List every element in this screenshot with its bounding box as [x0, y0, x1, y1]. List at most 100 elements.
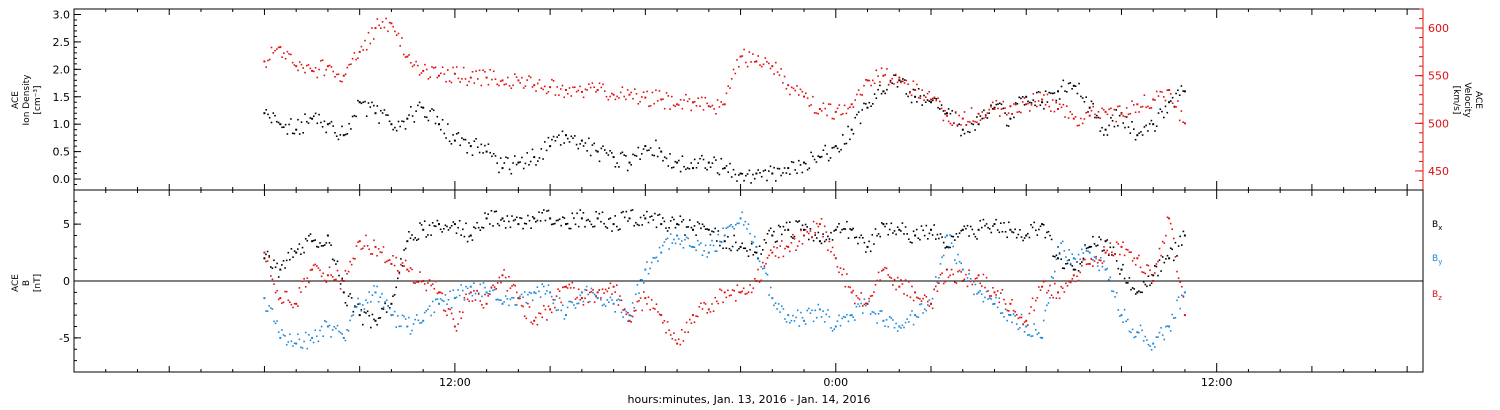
bx-point-dot — [954, 239, 956, 241]
bz-point-dot — [400, 263, 402, 266]
velocity-point-point — [914, 89, 917, 91]
by-point-dot — [627, 320, 629, 322]
bz-point-dot — [901, 283, 904, 285]
velocity-point-dot — [328, 64, 331, 67]
bx-point-dot — [465, 222, 467, 225]
bx-point-dot — [700, 227, 702, 230]
velocity-point-dot — [776, 71, 779, 73]
density-point-point — [549, 145, 552, 148]
bz-point-point — [390, 262, 393, 265]
density-point-dot — [746, 173, 749, 175]
bz-point-dot — [492, 284, 494, 287]
bz-point-point — [549, 308, 552, 311]
velocity-point-dot — [764, 57, 767, 59]
velocity-point-dot — [854, 99, 856, 101]
bx-point-dot — [574, 223, 577, 226]
velocity-point-dot — [272, 52, 275, 54]
velocity-point-dot — [505, 83, 507, 85]
bx-point-point — [961, 228, 964, 231]
velocity-point-point — [898, 76, 901, 79]
by-point-dot — [852, 316, 854, 318]
by-point-dot — [400, 325, 402, 328]
velocity-point-dot — [316, 76, 319, 79]
density-point-dot — [903, 79, 906, 81]
velocity-point-dot — [729, 87, 731, 89]
by-point-dot — [1155, 336, 1158, 338]
bz-point-dot — [401, 262, 404, 264]
velocity-point-dot — [790, 86, 793, 89]
density-point-dot — [826, 153, 828, 155]
density-point-dot — [1081, 97, 1084, 99]
density-point-dot — [440, 128, 442, 131]
bx-point-dot — [976, 238, 978, 240]
bx-point-dot — [1096, 244, 1099, 247]
velocity-point-dot — [1125, 107, 1128, 109]
density-point-point — [263, 112, 266, 115]
density-point-dot — [685, 168, 687, 171]
density-point-dot — [272, 112, 275, 114]
by-point-dot — [777, 303, 780, 305]
bx-point-dot — [1022, 239, 1024, 242]
velocity-point-dot — [1117, 105, 1119, 108]
by-point-dot — [884, 325, 886, 327]
velocity-point-dot — [448, 80, 451, 82]
velocity-point-dot — [373, 38, 375, 40]
velocity-point-dot — [381, 21, 384, 23]
by-point-point — [485, 291, 488, 294]
bz-point-dot — [468, 300, 470, 303]
by-point-dot — [487, 293, 489, 295]
by-point-dot — [474, 292, 477, 295]
bz-point-dot — [1154, 272, 1156, 274]
by-point-dot — [1098, 269, 1100, 272]
density-point-point — [374, 112, 377, 115]
velocity-point-dot — [507, 76, 509, 79]
bz-point-dot — [623, 309, 626, 311]
density-point-dot — [1140, 131, 1142, 133]
bx-point-dot — [1071, 265, 1074, 267]
bz-point-dot — [285, 290, 288, 293]
bx-point-dot — [1035, 229, 1037, 232]
bx-point-dot — [966, 224, 969, 227]
bz-point-point — [914, 291, 917, 294]
by-point-dot — [365, 299, 367, 301]
bx-point-point — [279, 268, 282, 271]
bx-point-dot — [971, 228, 974, 231]
bx-point-dot — [1020, 236, 1023, 238]
bz-point-dot — [425, 289, 428, 292]
density-point-dot — [919, 95, 922, 97]
bx-point-point — [326, 234, 329, 237]
bx-point-dot — [1138, 290, 1140, 292]
by-point-dot — [717, 233, 720, 236]
bx-point-dot — [769, 227, 772, 230]
bx-point-dot — [655, 226, 658, 229]
bx-point-point — [898, 228, 901, 231]
bz-point-point — [660, 314, 663, 317]
bz-point-dot — [636, 300, 639, 303]
bx-point-dot — [598, 212, 601, 215]
bx-point-dot — [669, 220, 672, 222]
velocity-point-dot — [969, 121, 971, 123]
velocity-point-dot — [1076, 124, 1079, 127]
bx-point-dot — [341, 277, 343, 280]
bx-point-dot — [1157, 274, 1159, 277]
bx-point-dot — [457, 226, 459, 229]
by-point-point — [945, 234, 948, 237]
density-point-point — [692, 167, 694, 170]
velocity-point-dot — [277, 46, 280, 49]
bz-point-point — [612, 285, 615, 288]
velocity-point-point — [1009, 105, 1012, 108]
by-point-dot — [1133, 336, 1135, 339]
bz-point-dot — [560, 301, 562, 304]
bx-point-point — [517, 223, 520, 226]
bx-point-dot — [531, 216, 534, 218]
density-point-dot — [667, 165, 670, 167]
velocity-point-dot — [775, 61, 777, 64]
density-point-point — [1072, 84, 1075, 87]
bz-point-dot — [270, 275, 272, 277]
density-point-dot — [972, 123, 975, 126]
density-point-point — [295, 128, 298, 131]
bz-point-dot — [903, 293, 905, 295]
bz-point-dot — [550, 311, 553, 314]
velocity-point-point — [1136, 103, 1139, 106]
by-point-dot — [893, 326, 896, 329]
